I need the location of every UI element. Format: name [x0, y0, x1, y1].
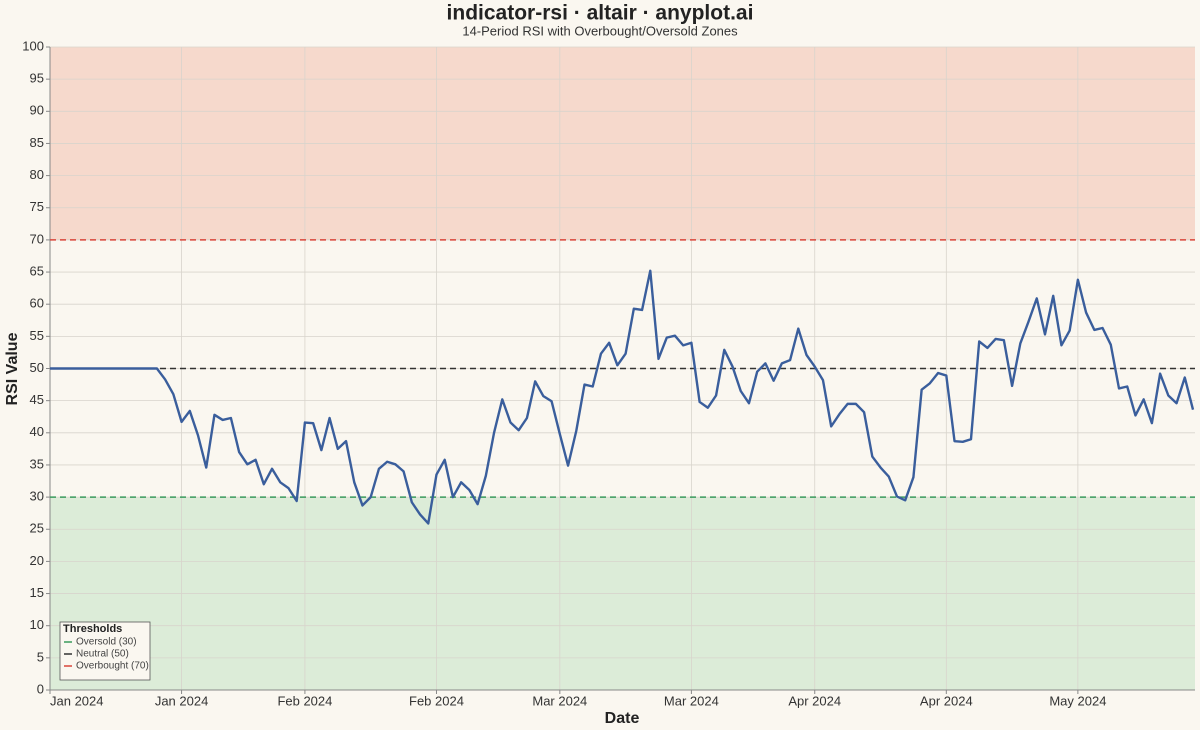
rsi-line — [50, 269, 1195, 525]
y-tick-label: 40 — [30, 424, 44, 439]
y-tick-label: 100 — [22, 38, 44, 53]
y-tick-label: 75 — [30, 199, 44, 214]
x-tick-label: Feb 2024 — [277, 693, 332, 708]
y-tick-label: 30 — [30, 489, 44, 504]
y-axis-title: RSI Value — [4, 332, 21, 405]
legend-label: Neutral (50) — [76, 649, 129, 660]
y-tick-label: 90 — [30, 103, 44, 118]
chart-subtitle: 14-Period RSI with Overbought/Oversold Z… — [462, 23, 738, 38]
x-tick-label: Apr 2024 — [788, 693, 841, 708]
y-tick-label: 20 — [30, 553, 44, 568]
y-tick-label: 45 — [30, 392, 44, 407]
x-tick-label: Apr 2024 — [920, 693, 973, 708]
x-axis-title: Date — [605, 710, 640, 727]
y-tick-label: 10 — [30, 617, 44, 632]
legend-label: Overbought (70) — [76, 661, 149, 672]
legend-title: Thresholds — [63, 623, 122, 635]
x-tick-label: Mar 2024 — [664, 693, 719, 708]
y-tick-label: 0 — [37, 681, 44, 696]
y-tick-label: 25 — [30, 521, 44, 536]
x-tick-label: Mar 2024 — [532, 693, 587, 708]
x-tick-label: May 2024 — [1049, 693, 1106, 708]
legend-box — [59, 621, 151, 681]
y-tick-label: 60 — [30, 296, 44, 311]
x-tick-label: Feb 2024 — [409, 693, 464, 708]
y-tick-label: 70 — [30, 231, 44, 246]
y-tick-label: 85 — [30, 135, 44, 150]
y-tick-label: 5 — [37, 649, 44, 664]
y-tick-label: 80 — [30, 167, 44, 182]
y-tick-label: 15 — [30, 585, 44, 600]
x-tick-label: Jan 2024 — [155, 693, 209, 708]
chart-title: indicator-rsi · altair · anyplot.ai — [447, 2, 754, 25]
y-tick-label: 35 — [30, 456, 44, 471]
y-tick-label: 95 — [30, 71, 44, 86]
legend: Thresholds Oversold (30)Neutral (50)Overb… — [59, 621, 151, 681]
y-tick-label: 55 — [30, 328, 44, 343]
y-tick-label: 50 — [30, 360, 44, 375]
x-tick-label: Jan 2024 — [50, 693, 104, 708]
y-tick-label: 65 — [30, 263, 44, 278]
legend-label: Oversold (30) — [76, 637, 137, 648]
